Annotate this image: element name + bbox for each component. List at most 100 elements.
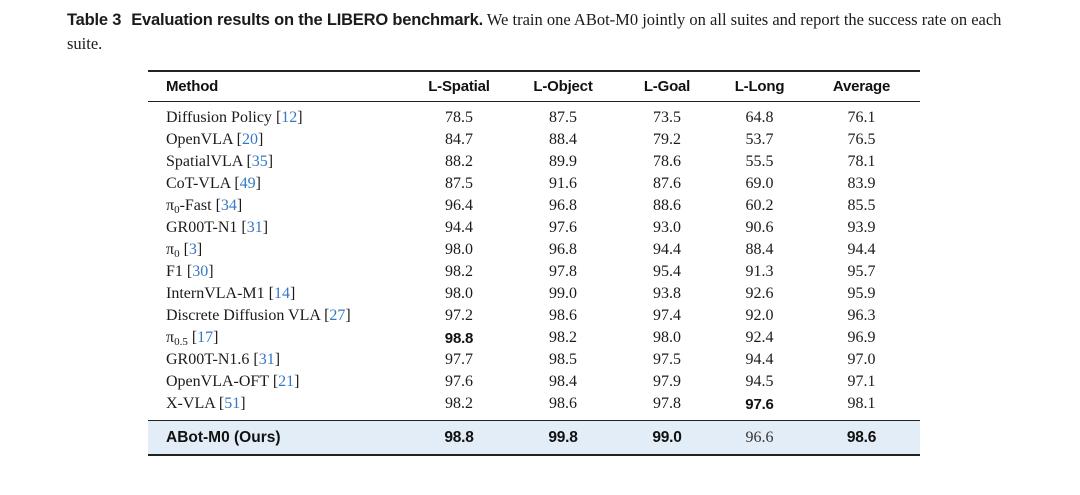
citation-link[interactable]: [31] (249, 351, 281, 368)
value-cell: 76.5 (847, 131, 876, 148)
citation-number[interactable]: 31 (246, 219, 263, 236)
value-cell: 97.6 (445, 373, 473, 390)
method-cell: ABot-M0 (Ours) (148, 420, 410, 455)
column-header-l-spatial: L-Spatial (428, 78, 490, 95)
citation-number[interactable]: 49 (239, 175, 256, 192)
value-cell: 97.6 (745, 395, 774, 413)
value-cell: 98.6 (549, 395, 577, 412)
value-cell: 85.5 (847, 197, 876, 214)
value-cell: 78.6 (653, 153, 681, 170)
value-cell: 98.0 (445, 241, 473, 258)
citation-number[interactable]: 14 (273, 285, 290, 302)
value-cell: 84.7 (445, 131, 473, 148)
value-cell: 93.0 (653, 219, 681, 236)
citation-link[interactable]: [27] (320, 307, 351, 324)
value-cell: 97.8 (653, 395, 681, 412)
value-cell: 98.0 (653, 329, 681, 346)
table-row: GR00T-N1 [31] 94.4 97.6 93.0 90.6 93.9 (148, 217, 920, 239)
citation-link[interactable]: [30] (182, 263, 214, 280)
value-cell: 78.1 (847, 153, 876, 170)
citation-link[interactable]: [35] (242, 153, 274, 170)
citation-link[interactable]: [20] (232, 131, 264, 148)
value-cell: 60.2 (745, 197, 774, 214)
citation-number[interactable]: 35 (251, 153, 268, 170)
value-cell: 98.5 (549, 351, 577, 368)
value-cell: 94.4 (653, 241, 681, 258)
value-cell: 91.6 (549, 175, 577, 192)
value-cell: 78.5 (445, 109, 473, 126)
citation-number[interactable]: 34 (220, 197, 237, 214)
value-cell: 92.4 (745, 329, 774, 346)
value-cell: 97.5 (653, 351, 681, 368)
method-name: OpenVLA (166, 131, 233, 148)
table-row: OpenVLA [20] 84.7 88.4 79.2 53.7 76.5 (148, 129, 920, 151)
value-cell: 96.8 (549, 197, 577, 214)
citation-number[interactable]: 17 (197, 329, 214, 346)
citation-link[interactable]: [3] (179, 241, 203, 258)
method-cell: Diffusion Policy [12] (148, 102, 410, 130)
table-caption-description: We train one ABot-M0 jointly on all suit… (67, 10, 1002, 53)
citation-number[interactable]: 31 (258, 351, 275, 368)
value-cell: 76.1 (847, 109, 876, 126)
value-cell: 92.6 (745, 285, 774, 302)
value-cell: 95.4 (653, 263, 681, 280)
value-cell: 97.7 (445, 351, 473, 368)
method-cell: π0.5 [17] (148, 327, 410, 349)
method-name: Discrete Diffusion VLA (166, 307, 321, 324)
citation-link[interactable]: [49] (230, 175, 261, 192)
value-cell: 98.1 (847, 395, 876, 412)
table-row: Discrete Diffusion VLA [27] 97.2 98.6 97.4 9… (148, 305, 920, 327)
method-cell: CoT-VLA [49] (148, 173, 410, 195)
table-row: GR00T-N1.6 [31] 97.7 98.5 97.5 94.4 97.0 (148, 349, 920, 371)
citation-link[interactable]: [17] (187, 329, 219, 346)
citation-number[interactable]: 20 (241, 131, 258, 148)
citation-number[interactable]: 30 (192, 263, 209, 280)
value-cell: 83.9 (847, 175, 876, 192)
citation-number[interactable]: 27 (329, 307, 346, 324)
value-cell: 99.0 (618, 420, 716, 455)
citation-link[interactable]: [31] (237, 219, 269, 236)
method-name-subscript: 0 (174, 204, 180, 216)
citation-link[interactable]: [51] (214, 395, 246, 412)
table-header: Method L-Spatial L-Object L-Goal L-Long Avera… (148, 71, 920, 102)
value-cell: 98.2 (549, 329, 577, 346)
value-cell: 73.5 (653, 109, 681, 126)
table-row: π0 [3] 98.0 96.8 94.4 88.4 94.4 (148, 239, 920, 261)
value-cell: 87.5 (549, 109, 577, 126)
table-row: CoT-VLA [49] 87.5 91.6 87.6 69.0 83.9 (148, 173, 920, 195)
citation-link[interactable]: [12] (271, 109, 303, 126)
table-row: OpenVLA-OFT [21] 97.6 98.4 97.9 94.5 97.1 (148, 371, 920, 393)
value-cell: 87.6 (653, 175, 681, 192)
value-cell: 94.4 (445, 219, 473, 236)
method-name: ABot-M0 (Ours) (166, 428, 281, 446)
method-cell: X-VLA [51] (148, 393, 410, 421)
value-cell: 98.6 (549, 307, 577, 324)
value-cell: 95.9 (847, 285, 876, 302)
column-header-l-object: L-Object (533, 78, 593, 95)
value-cell: 93.9 (847, 219, 876, 236)
method-cell: π0-Fast [34] (148, 195, 410, 217)
method-name: OpenVLA-OFT (166, 373, 269, 390)
value-cell: 98.8 (410, 420, 508, 455)
citation-number[interactable]: 3 (188, 241, 197, 258)
value-cell: 99.8 (508, 420, 618, 455)
method-name-suffix: -Fast (179, 197, 212, 214)
citation-link[interactable]: [21] (268, 373, 300, 390)
method-name: CoT-VLA (166, 175, 231, 192)
citation-link[interactable]: [14] (264, 285, 296, 302)
citation-number[interactable]: 21 (278, 373, 295, 390)
value-cell: 96.3 (847, 307, 876, 324)
value-cell: 53.7 (745, 131, 774, 148)
value-cell: 97.6 (549, 219, 577, 236)
citation-number[interactable]: 12 (281, 109, 298, 126)
method-cell: GR00T-N1 [31] (148, 217, 410, 239)
citation-number[interactable]: 51 (224, 395, 241, 412)
value-cell: 96.6 (716, 420, 803, 455)
value-cell: 99.0 (549, 285, 577, 302)
citation-link[interactable]: [34] (211, 197, 243, 214)
method-name: Diffusion Policy (166, 109, 272, 126)
value-cell: 64.8 (745, 109, 774, 126)
method-cell: InternVLA-M1 [14] (148, 283, 410, 305)
table-body: Diffusion Policy [12] 78.5 87.5 73.5 64.8 76.… (148, 102, 920, 455)
column-header-l-goal: L-Goal (643, 78, 691, 95)
